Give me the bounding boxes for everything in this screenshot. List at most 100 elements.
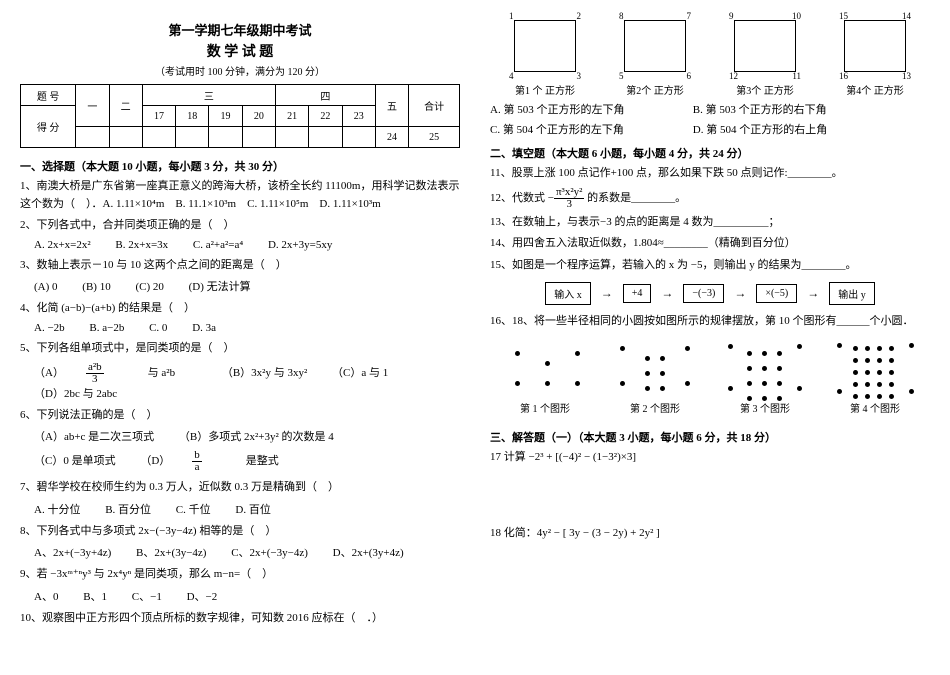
arrow-icon: → xyxy=(601,286,613,301)
dot xyxy=(747,366,752,371)
dot xyxy=(889,346,894,351)
dot xyxy=(865,346,870,351)
right-column: 1 2 4 3 第1 个 正方形 8 7 5 6 第2个 正方形 9 10 12… xyxy=(490,20,930,655)
dot xyxy=(685,346,690,351)
squares-row: 1 2 4 3 第1 个 正方形 8 7 5 6 第2个 正方形 9 10 12… xyxy=(490,20,930,97)
dot-labels: 第 1 个图形 第 2 个图形 第 3 个图形 第 4 个图形 xyxy=(490,400,930,415)
dot xyxy=(645,386,650,391)
dot xyxy=(877,394,882,399)
dot xyxy=(728,344,733,349)
dot-figures-row xyxy=(490,341,930,396)
question-2: 2、下列各式中，合并同类项正确的是（ ） xyxy=(20,217,460,235)
q4-options: A. −2b B. a−2b C. 0 D. 3a xyxy=(34,322,460,334)
square-shape: 9 10 12 11 xyxy=(734,20,796,72)
dot xyxy=(909,389,914,394)
flow-step: −(−3) xyxy=(683,284,724,303)
left-column: 第一学期七年级期中考试 数 学 试 题 （考试用时 100 分钟，满分为 120… xyxy=(20,20,460,655)
q8-options: A、2x+(−3y+4z) B、2x+(3y−4z) C、2x+(−3y−4z)… xyxy=(34,544,460,560)
square-figure: 1 2 4 3 第1 个 正方形 xyxy=(514,20,576,97)
dot xyxy=(797,344,802,349)
arrow-icon: → xyxy=(807,286,819,301)
flow-input: 输入 x xyxy=(545,282,591,305)
q6-options-2: （C）0 是单项式 （D）ba 是整式 xyxy=(34,450,460,473)
q3-options: (A) 0 (B) 10 (C) 20 (D) 无法计算 xyxy=(34,278,460,294)
question-16: 16、18、将一些半径相同的小圆按如图所示的规律摆放，第 10 个图形有____… xyxy=(490,313,930,331)
q7-options: A. 十分位 B. 百分位 C. 千位 D. 百位 xyxy=(34,501,460,517)
dot-figure xyxy=(505,341,585,396)
square-label: 第2个 正方形 xyxy=(624,82,686,97)
dot xyxy=(660,386,665,391)
question-11: 11、股票上涨 100 点记作+100 点，那么如果下跌 50 点则记作:___… xyxy=(490,165,930,183)
flowchart: 输入 x → +4 → −(−3) → ×(−5) → 输出 y xyxy=(490,282,930,305)
dot xyxy=(660,356,665,361)
arrow-icon: → xyxy=(661,286,673,301)
exam-title: 第一学期七年级期中考试 xyxy=(20,20,460,39)
q2-options: A. 2x+x=2x² B. 2x+x=3x C. a²+a²=a⁴ D. 2x… xyxy=(34,239,460,251)
dot xyxy=(620,346,625,351)
square-label: 第1 个 正方形 xyxy=(514,82,576,97)
exam-subject: 数 学 试 题 xyxy=(20,41,460,61)
question-10: 10、观察图中正方形四个顶点所标的数字规律，可知数 2016 应标在（ ．） xyxy=(20,610,460,628)
question-4: 4、化简 (a−b)−(a+b) 的结果是（ ） xyxy=(20,300,460,318)
dot xyxy=(777,351,782,356)
question-1: 1、南澳大桥是广东省第一座真正意义的跨海大桥，该桥全长约 11100m，用科学记… xyxy=(20,178,460,213)
question-7: 7、碧华学校在校师生约为 0.3 万人，近似数 0.3 万是精确到（ ） xyxy=(20,479,460,497)
score-table: 题 号 一 二 三 四 五 合计 得 分 17 18 19 20 21 22 2… xyxy=(20,84,460,148)
dot xyxy=(853,370,858,375)
section3-heading: 三、解答题（一）（本大题 3 小题，每小题 6 分，共 18 分） xyxy=(490,429,930,445)
dot xyxy=(545,361,550,366)
dot xyxy=(762,381,767,386)
dot xyxy=(645,356,650,361)
question-13: 13、在数轴上，与表示−3 的点的距离是 4 数为__________； xyxy=(490,214,930,232)
flow-step: +4 xyxy=(623,284,652,303)
question-15: 15、如图是一个程序运算，若输入的 x 为 −5，则输出 y 的结果为_____… xyxy=(490,257,930,275)
dot xyxy=(575,381,580,386)
dot xyxy=(747,351,752,356)
dot xyxy=(797,386,802,391)
question-17: 17 计算 −2³ + [(−4)² − (1−3²)×3] xyxy=(490,449,930,467)
dot xyxy=(889,370,894,375)
square-figure: 15 14 16 13 第4个 正方形 xyxy=(844,20,906,97)
q9-options: A、0 B、1 C、−1 D、−2 xyxy=(34,588,460,604)
dot xyxy=(877,346,882,351)
square-label: 第4个 正方形 xyxy=(844,82,906,97)
dot xyxy=(853,382,858,387)
dot xyxy=(877,370,882,375)
table-row: 题 号 一 二 三 四 五 合计 xyxy=(21,85,460,106)
dot xyxy=(837,389,842,394)
section1-heading: 一、选择题（本大题 10 小题，每小题 3 分，共 30 分） xyxy=(20,158,460,174)
section2-heading: 二、填空题（本大题 6 小题，每小题 4 分，共 24 分） xyxy=(490,145,930,161)
square-shape: 1 2 4 3 xyxy=(514,20,576,72)
square-shape: 15 14 16 13 xyxy=(844,20,906,72)
dot xyxy=(777,366,782,371)
dot xyxy=(575,351,580,356)
dot xyxy=(837,343,842,348)
exam-note: （考试用时 100 分钟，满分为 120 分） xyxy=(20,63,460,78)
dot xyxy=(865,394,870,399)
dot xyxy=(645,371,650,376)
dot xyxy=(889,394,894,399)
q6-options-1: （A）ab+c 是二次三项式 （B）多项式 2x²+3y² 的次数是 4 xyxy=(34,428,460,444)
dot xyxy=(853,358,858,363)
square-figure: 8 7 5 6 第2个 正方形 xyxy=(624,20,686,97)
dot-figure xyxy=(725,341,805,396)
dot xyxy=(728,386,733,391)
dot xyxy=(909,343,914,348)
dot xyxy=(762,366,767,371)
dot-figure xyxy=(615,341,695,396)
dot xyxy=(685,381,690,386)
dot xyxy=(865,382,870,387)
dot xyxy=(889,382,894,387)
dot xyxy=(865,358,870,363)
dot xyxy=(777,396,782,401)
dot xyxy=(515,381,520,386)
dot xyxy=(545,381,550,386)
dot xyxy=(747,396,752,401)
dot xyxy=(865,370,870,375)
question-18: 18 化简：4y² − [ 3y − (3 − 2y) + 2y² ] xyxy=(490,525,930,543)
dot xyxy=(620,381,625,386)
question-5: 5、下列各组单项式中，是同类项的是（ ） xyxy=(20,340,460,358)
dot-figure xyxy=(835,341,915,396)
question-14: 14、用四舍五入法取近似数，1.804≈________（精确到百分位） xyxy=(490,235,930,253)
question-9: 9、若 −3xᵐ⁺ⁿy³ 与 2x⁴yⁿ 是同类项，那么 m−n=（ ） xyxy=(20,566,460,584)
